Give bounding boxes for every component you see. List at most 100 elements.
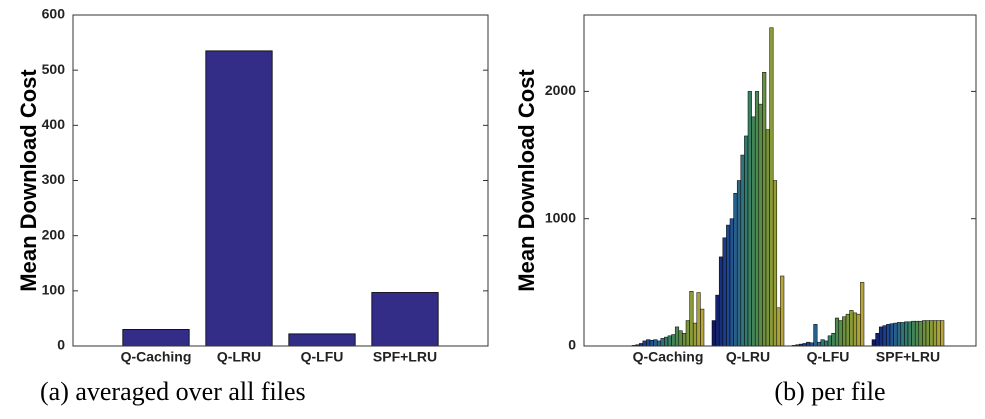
bar (940, 320, 945, 347)
y-tick-label: 500 (42, 61, 66, 77)
bar (780, 275, 785, 347)
bar (849, 310, 854, 347)
bar (765, 129, 770, 347)
bar (722, 237, 727, 347)
caption: (b) per file (774, 377, 885, 406)
bar (918, 320, 923, 347)
x-tick-label: Q-LRU (217, 349, 261, 365)
y-tick-label: 2000 (545, 82, 576, 98)
x-tick-label: Q-LRU (726, 349, 770, 365)
bar (875, 333, 880, 347)
bar (736, 180, 742, 347)
bar (932, 320, 938, 347)
bar (696, 292, 701, 347)
y-axis-label: Mean Download Cost (16, 69, 41, 292)
bar (896, 322, 902, 347)
bar (914, 320, 920, 347)
bar (831, 333, 836, 347)
bar (871, 339, 876, 347)
bar (718, 256, 724, 347)
bar (646, 339, 651, 347)
bar (754, 91, 760, 347)
bar (845, 313, 850, 347)
bar (747, 91, 752, 347)
bar (886, 324, 891, 347)
bar (852, 312, 858, 347)
bar (904, 321, 909, 347)
bar (762, 72, 767, 347)
x-tick-label: Q-Caching (633, 349, 704, 365)
bar (929, 320, 934, 347)
bar (671, 334, 676, 347)
axes-box (583, 14, 977, 347)
bar (667, 335, 672, 347)
bar (674, 326, 680, 347)
y-tick-label: 1000 (545, 209, 576, 225)
bar (842, 316, 847, 347)
bar (816, 341, 822, 347)
y-tick-label: 400 (42, 116, 66, 132)
bar (711, 320, 716, 347)
bar (776, 307, 781, 347)
bar (772, 180, 778, 347)
bar (889, 323, 894, 347)
bar (834, 317, 840, 347)
x-tick-label: SPF+LRU (876, 349, 940, 365)
caption: (a) averaged over all files (40, 377, 306, 406)
bar (824, 340, 829, 347)
bar (922, 320, 927, 347)
x-tick-label: SPF+LRU (373, 349, 437, 365)
bar (751, 116, 756, 347)
bar (692, 322, 698, 347)
bar (838, 320, 843, 347)
x-tick-label: Q-Caching (121, 349, 192, 365)
y-tick-label: 200 (42, 226, 66, 242)
bar (769, 27, 774, 347)
bar (856, 313, 861, 347)
bar (685, 320, 690, 347)
bar (860, 282, 865, 347)
bar (678, 330, 683, 347)
bar (656, 340, 662, 347)
bar (205, 50, 273, 347)
bar (827, 335, 832, 347)
bar (936, 320, 941, 347)
bar (893, 322, 898, 347)
bar (758, 103, 763, 347)
bar (733, 192, 738, 347)
bar (925, 320, 930, 347)
bar (649, 340, 654, 347)
bar (878, 326, 884, 347)
y-tick-label: 0 (568, 337, 576, 353)
bar (660, 338, 665, 347)
y-tick-label: 600 (42, 6, 66, 22)
bar (642, 340, 647, 347)
y-axis-label: Mean Download Cost (514, 69, 539, 292)
bar (664, 336, 669, 347)
bar (882, 325, 887, 347)
bar (700, 308, 705, 347)
bar (288, 333, 356, 347)
axes-box (72, 14, 489, 347)
bar (371, 292, 439, 347)
bar (682, 333, 687, 347)
bar (726, 224, 731, 347)
bar (911, 320, 916, 347)
bar (729, 218, 734, 347)
bar (806, 341, 811, 347)
x-tick-label: Q-LFU (301, 349, 344, 365)
bar (744, 135, 749, 347)
bar (689, 291, 694, 347)
bar (653, 339, 658, 347)
bar (122, 329, 190, 347)
y-tick-label: 0 (57, 337, 65, 353)
bar (900, 322, 905, 347)
x-tick-label: Q-LFU (807, 349, 850, 365)
bar (813, 324, 818, 347)
bar (907, 321, 912, 347)
bar (715, 294, 720, 347)
bar (740, 154, 745, 347)
y-tick-label: 100 (42, 282, 66, 298)
bar (820, 339, 825, 347)
